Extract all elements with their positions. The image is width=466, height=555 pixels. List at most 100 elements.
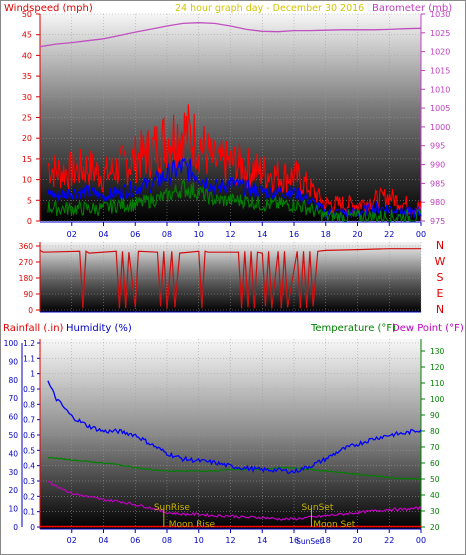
tick-label: 30 [22,93,32,102]
rainfall-title: Rainfall (.in) [3,323,64,334]
climate-plot-area [40,339,421,529]
tick-label: 00 [416,536,426,545]
tick-label: 06 [130,536,140,545]
tick-label: 1005 [430,104,450,113]
tick-label: 14 [257,230,267,239]
humidity-axis: 0 10 20 30 40 50 60 70 80 90 100 [4,339,23,532]
tick-label: 0 [28,306,33,315]
tick-label: 1 [30,370,35,379]
tick-label: 18 [321,536,331,545]
tick-label: 08 [162,230,172,239]
tick-label: 02 [67,536,77,545]
tick-label: 990 [430,161,445,170]
temperature-line [47,456,422,481]
humidity-title: Humidity (%) [66,323,132,334]
tick-label: 00 [416,230,426,239]
sunset-label: SunSet [301,503,333,513]
tick-label: 30 [430,507,440,516]
graph-day-title: 24 hour graph day - December 30 2016 [175,3,364,14]
tick-label: 35 [22,72,32,81]
tick-label: 20 [430,523,440,532]
tick-label: 10 [194,536,204,545]
tick-label: 1030 [430,10,450,19]
tick-label: 40 [430,491,440,500]
tick-label: 45 [22,31,32,40]
tick-label: 980 [430,198,445,207]
tick-label: 70 [8,394,18,403]
tick-label: 180 [19,274,34,283]
tick-label: 15 [22,155,32,164]
barometer-axis: 975 980 985 990 995 1000 1005 1010 1015 1020 1025 1… [420,10,450,226]
climate-time-axis: 02 04 06 08 10 12 14 16 18 20 22 00 SunSet [40,528,426,546]
wind-series [39,22,422,223]
tick-label: 1010 [430,85,450,94]
moonset-label: Moon Set [313,520,356,530]
compass-label: W [435,255,446,268]
tick-label: 1.2 [23,339,35,348]
compass-label: N [436,239,444,252]
tick-label: 04 [98,230,108,239]
tick-label: 16 [289,536,299,545]
tick-label: 100 [4,339,19,348]
rainfall-axis: 0 0.1 0.2 0.3 0.4 0.5 0.6 0.7 0.8 0.9 1 1.1 1.2 [23,339,41,532]
tick-label: 100 [430,395,445,404]
moonrise-label: Moon Rise [169,520,216,530]
temperature-title: Temperature (°F) [310,323,396,334]
tick-label: 10 [8,505,18,514]
dewpoint-title: Dew Point (°F) [392,323,464,334]
tick-label: 04 [98,536,108,545]
tick-label: 10 [194,230,204,239]
tick-label: 0.9 [23,385,35,394]
tick-label: 120 [430,363,445,372]
tick-label: 1000 [430,123,450,132]
compass-label: S [437,271,444,284]
sun-moon-markers: SunRise SunSet Moon Rise Moon Set [154,503,356,530]
temperature-axis: 20 30 40 50 60 70 80 90 100 110 120 130 [420,339,445,532]
wind-low-line [47,178,422,223]
direction-axis: 360 270 180 90 0 [19,242,421,315]
direction-gridlines [40,242,422,312]
tick-label: 20 [22,134,32,143]
tick-label: 80 [8,376,18,385]
tick-label: 90 [23,290,33,299]
tick-label: 20 [352,536,362,545]
tick-label: 0.3 [23,477,35,486]
wind-direction-line [39,248,421,309]
windspeed-title: Windspeed (mph) [4,3,93,14]
tick-label: 02 [67,230,77,239]
tick-label: 22 [384,536,394,545]
tick-label: 10 [22,176,32,185]
tick-label: 06 [130,230,140,239]
sunset-time-label: SunSet [296,537,323,546]
tick-label: 130 [430,347,445,356]
tick-label: 16 [289,230,299,239]
tick-label: 30 [8,468,18,477]
tick-label: 995 [430,142,445,151]
tick-label: 22 [384,230,394,239]
tick-label: 25 [22,114,32,123]
tick-label: 40 [8,449,18,458]
barometer-title: Barometer (mb) [372,3,452,14]
barometer-line [39,22,422,48]
tick-label: 40 [22,51,32,60]
wind-average-line [47,157,422,219]
tick-label: 18 [321,230,331,239]
sunrise-label: SunRise [154,503,191,513]
tick-label: 60 [8,413,18,422]
tick-label: 60 [430,459,440,468]
tick-label: 80 [430,427,440,436]
compass-label: E [437,287,444,300]
humidity-line [47,380,422,475]
tick-label: 50 [22,10,32,19]
tick-label: 985 [430,179,445,188]
wind-time-axis: 02 04 06 08 10 12 14 16 18 20 22 00 [40,221,426,239]
tick-label: 90 [430,411,440,420]
tick-label: 360 [19,242,34,251]
tick-label: 12 [225,230,235,239]
tick-label: 0 [27,217,32,226]
direction-series [39,248,421,309]
tick-label: 90 [8,357,18,366]
tick-label: 975 [430,217,445,226]
